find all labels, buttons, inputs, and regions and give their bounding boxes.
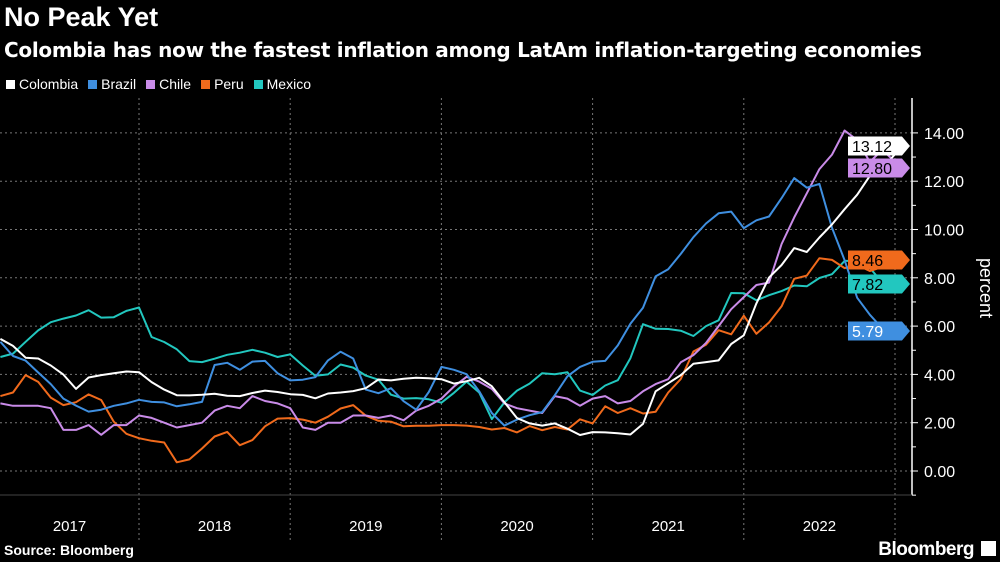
source-note: Source: Bloomberg <box>4 542 134 558</box>
bloomberg-logo-mark-icon <box>981 541 996 556</box>
last-value-label-mexico: 7.82 <box>852 277 883 294</box>
last-value-label-chile: 12.80 <box>852 161 892 178</box>
legend-label: Brazil <box>101 76 137 92</box>
legend-item-colombia: Colombia <box>6 76 78 92</box>
x-tick-label: 2017 <box>53 518 86 535</box>
y-axis-label: percent <box>976 258 996 318</box>
y-tick-label: 8.00 <box>924 271 955 288</box>
legend-swatch <box>88 79 98 89</box>
legend-label: Chile <box>159 76 192 92</box>
legend-swatch <box>146 79 156 89</box>
series-line-brazil <box>0 177 896 427</box>
x-tick-label: 2022 <box>803 518 836 535</box>
x-tick-label: 2018 <box>198 518 231 535</box>
last-value-label-peru: 8.46 <box>852 253 883 270</box>
last-value-tag-brazil <box>848 321 910 341</box>
legend-item-brazil: Brazil <box>88 76 136 92</box>
last-value-tag-chile <box>848 158 910 178</box>
chart-title: No Peak Yet <box>4 2 159 32</box>
y-tick-label: 14.00 <box>924 126 964 143</box>
chart-subtitle: Colombia has now the fastest inflation a… <box>4 38 922 62</box>
y-tick-label: 4.00 <box>924 367 955 384</box>
legend-item-chile: Chile <box>146 76 191 92</box>
last-value-label-brazil: 5.79 <box>852 324 883 341</box>
legend-label: Peru <box>214 76 244 92</box>
last-value-label-colombia: 13.12 <box>852 139 892 156</box>
y-tick-label: 10.00 <box>924 223 964 240</box>
bloomberg-logo: Bloomberg <box>878 539 974 560</box>
last-value-tag-colombia <box>848 136 910 156</box>
legend-item-mexico: Mexico <box>253 76 311 92</box>
y-tick-label: 6.00 <box>924 319 955 336</box>
legend-swatch <box>6 79 15 89</box>
legend: Colombia Brazil Chile Peru Mexico <box>6 76 311 92</box>
legend-item-peru: Peru <box>201 76 244 92</box>
x-tick-label: 2019 <box>349 518 382 535</box>
legend-swatch <box>201 79 211 89</box>
x-tick-label: 2020 <box>500 518 533 535</box>
y-tick-label: 12.00 <box>924 174 964 191</box>
series-line-colombia <box>0 153 896 436</box>
last-value-tag-mexico <box>848 274 910 294</box>
x-tick-label: 2021 <box>652 518 685 535</box>
y-tick-label: 0.00 <box>924 464 955 481</box>
y-tick-label: 2.00 <box>924 416 955 433</box>
last-value-tag-peru <box>848 250 910 270</box>
legend-label: Colombia <box>19 76 79 92</box>
legend-label: Mexico <box>266 76 311 92</box>
series-line-chile <box>0 129 896 436</box>
series-line-peru <box>0 257 896 464</box>
legend-swatch <box>253 79 263 89</box>
